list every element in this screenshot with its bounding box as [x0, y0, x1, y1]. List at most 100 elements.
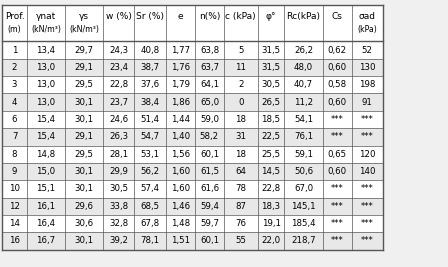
Text: 52: 52 — [362, 46, 373, 54]
Text: 15,1: 15,1 — [36, 184, 56, 193]
Text: 0,60: 0,60 — [327, 98, 347, 107]
Text: 31,5: 31,5 — [262, 63, 280, 72]
Text: 12: 12 — [9, 202, 20, 211]
Text: 67,0: 67,0 — [294, 184, 313, 193]
Text: 60,1: 60,1 — [200, 237, 219, 245]
Text: 1,51: 1,51 — [171, 237, 190, 245]
Text: ***: *** — [361, 184, 374, 193]
Text: 31: 31 — [235, 132, 246, 141]
Text: 16,4: 16,4 — [36, 219, 56, 228]
Text: 19,1: 19,1 — [262, 219, 280, 228]
Text: 55: 55 — [235, 237, 246, 245]
Text: 145,1: 145,1 — [291, 202, 316, 211]
Text: 6: 6 — [12, 115, 17, 124]
Text: 1,48: 1,48 — [171, 219, 190, 228]
Text: 5: 5 — [238, 46, 244, 54]
Text: Cs: Cs — [332, 12, 343, 21]
Text: 0,65: 0,65 — [327, 150, 347, 159]
Text: ***: *** — [331, 115, 344, 124]
Text: 14,8: 14,8 — [36, 150, 56, 159]
Text: 59,7: 59,7 — [200, 219, 219, 228]
Text: 3: 3 — [12, 80, 17, 89]
Text: 63,7: 63,7 — [200, 63, 219, 72]
Text: 63,8: 63,8 — [200, 46, 219, 54]
Text: 1,79: 1,79 — [171, 80, 190, 89]
Text: 51,4: 51,4 — [141, 115, 159, 124]
Text: 26,2: 26,2 — [294, 46, 313, 54]
Text: (kPa): (kPa) — [358, 25, 377, 34]
Text: 29,5: 29,5 — [74, 150, 94, 159]
Text: σad: σad — [359, 12, 376, 21]
Text: 198: 198 — [359, 80, 375, 89]
Text: 1,76: 1,76 — [171, 63, 190, 72]
Text: (kN/m³): (kN/m³) — [69, 25, 99, 34]
Text: 30,6: 30,6 — [74, 219, 94, 228]
Text: c (kPa): c (kPa) — [225, 12, 256, 21]
Text: 59,0: 59,0 — [200, 115, 219, 124]
Text: 13,4: 13,4 — [36, 46, 56, 54]
Text: 18,5: 18,5 — [262, 115, 280, 124]
Text: 13,0: 13,0 — [36, 63, 56, 72]
Text: 58,2: 58,2 — [200, 132, 219, 141]
Text: 30,1: 30,1 — [74, 237, 94, 245]
Text: 57,4: 57,4 — [141, 184, 159, 193]
Bar — [2, 93, 383, 111]
Text: 54,1: 54,1 — [294, 115, 313, 124]
Text: 1,44: 1,44 — [171, 115, 190, 124]
Text: 24,6: 24,6 — [109, 115, 128, 124]
Text: 29,1: 29,1 — [74, 132, 94, 141]
Text: n(%): n(%) — [199, 12, 220, 21]
Text: 8: 8 — [12, 150, 17, 159]
Text: 53,1: 53,1 — [141, 150, 159, 159]
Text: 29,7: 29,7 — [74, 46, 94, 54]
Text: 11,2: 11,2 — [294, 98, 313, 107]
Text: 56,2: 56,2 — [141, 167, 159, 176]
Text: γnat: γnat — [36, 12, 56, 21]
Text: 29,5: 29,5 — [74, 80, 94, 89]
Text: 29,6: 29,6 — [74, 202, 94, 211]
Text: 25,5: 25,5 — [262, 150, 280, 159]
Text: 24,3: 24,3 — [109, 46, 128, 54]
Text: 1,40: 1,40 — [171, 132, 190, 141]
Text: 15,0: 15,0 — [36, 167, 56, 176]
Text: 28,1: 28,1 — [109, 150, 128, 159]
Bar — [2, 232, 383, 250]
Text: φ°: φ° — [266, 12, 276, 21]
Text: 15,4: 15,4 — [36, 115, 56, 124]
Text: γs: γs — [79, 12, 89, 21]
Text: 38,4: 38,4 — [141, 98, 159, 107]
Text: 218,7: 218,7 — [291, 237, 316, 245]
Text: 48,0: 48,0 — [294, 63, 313, 72]
Text: 78: 78 — [235, 184, 246, 193]
Text: 185,4: 185,4 — [291, 219, 316, 228]
Text: ***: *** — [331, 132, 344, 141]
Text: 67,8: 67,8 — [141, 219, 159, 228]
Text: 16,1: 16,1 — [36, 202, 56, 211]
Bar — [2, 128, 383, 146]
Text: 15,4: 15,4 — [36, 132, 56, 141]
Text: ***: *** — [331, 202, 344, 211]
Text: 65,0: 65,0 — [200, 98, 219, 107]
Text: 31,5: 31,5 — [262, 46, 280, 54]
Text: 76,1: 76,1 — [294, 132, 313, 141]
Text: 29,1: 29,1 — [74, 63, 94, 72]
Text: 23,7: 23,7 — [109, 98, 128, 107]
Text: 4: 4 — [12, 98, 17, 107]
Text: 120: 120 — [359, 150, 375, 159]
Text: ***: *** — [361, 219, 374, 228]
Text: 22,0: 22,0 — [262, 237, 280, 245]
Text: 2: 2 — [238, 80, 244, 89]
Text: 13,0: 13,0 — [36, 98, 56, 107]
Text: 1,60: 1,60 — [171, 167, 190, 176]
Text: 1: 1 — [12, 46, 17, 54]
Text: 60,1: 60,1 — [200, 150, 219, 159]
Text: 61,5: 61,5 — [200, 167, 219, 176]
Text: 54,7: 54,7 — [141, 132, 159, 141]
Text: 2: 2 — [12, 63, 17, 72]
Text: 18: 18 — [235, 150, 246, 159]
Bar — [2, 198, 383, 215]
Text: 9: 9 — [12, 167, 17, 176]
Text: 30,5: 30,5 — [262, 80, 280, 89]
Text: 30,1: 30,1 — [74, 167, 94, 176]
Bar — [2, 163, 383, 180]
